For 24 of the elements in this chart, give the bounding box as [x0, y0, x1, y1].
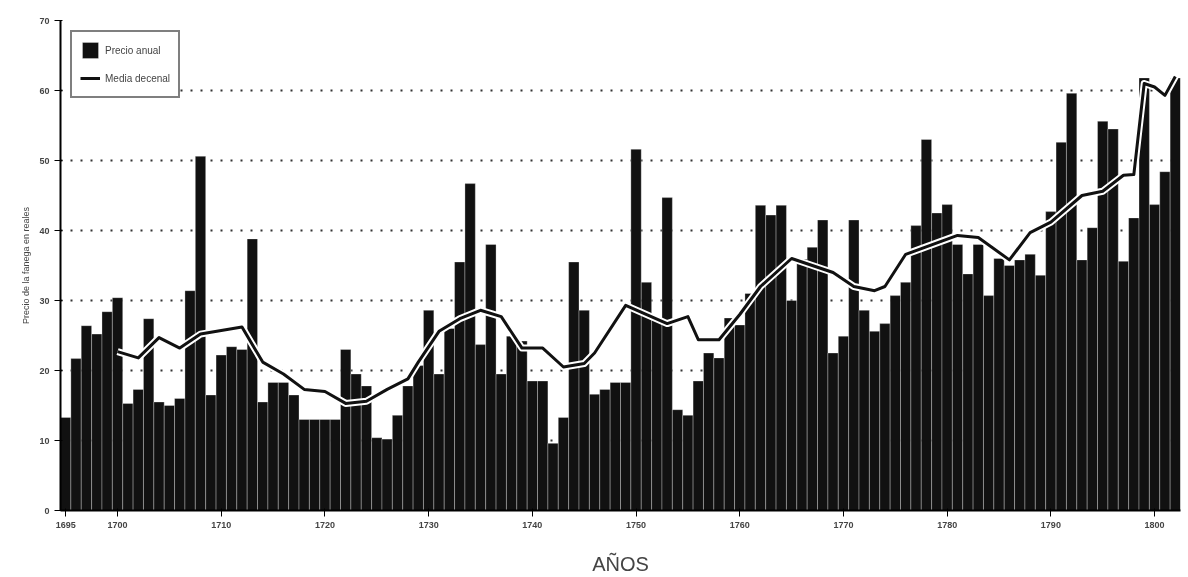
- y-axis-title: Precio de la fanega en reales: [21, 206, 32, 325]
- y-tick-label: 20: [39, 365, 50, 376]
- y-tick-label: 60: [39, 85, 50, 96]
- x-axis-title: AÑOS: [592, 551, 649, 575]
- x-tick-label: 1740: [522, 519, 543, 530]
- x-tick-label: 1700: [107, 519, 128, 530]
- y-tick-label: 0: [44, 505, 50, 516]
- x-tick-label: 1800: [1144, 519, 1165, 530]
- y-tick-label: 50: [39, 155, 50, 166]
- y-tick-label: 70: [39, 15, 50, 26]
- x-tick-label: 1720: [314, 519, 335, 530]
- x-tick-label: 1710: [211, 519, 232, 530]
- x-tick-label: 1750: [626, 519, 647, 530]
- y-tick-label: 30: [39, 295, 50, 306]
- y-tick-label: 10: [39, 435, 50, 446]
- x-tick-label: 1760: [729, 519, 750, 530]
- x-tick-label: 1790: [1040, 519, 1061, 530]
- x-tick-label: 1770: [833, 519, 854, 530]
- x-tick-label: 1695: [55, 519, 76, 530]
- x-tick-label: 1780: [937, 519, 958, 530]
- legend-label: Precio anual: [105, 44, 161, 56]
- y-tick-label: 40: [39, 225, 50, 236]
- legend-label: Media decenal: [105, 72, 171, 84]
- x-tick-label: 1730: [418, 519, 439, 530]
